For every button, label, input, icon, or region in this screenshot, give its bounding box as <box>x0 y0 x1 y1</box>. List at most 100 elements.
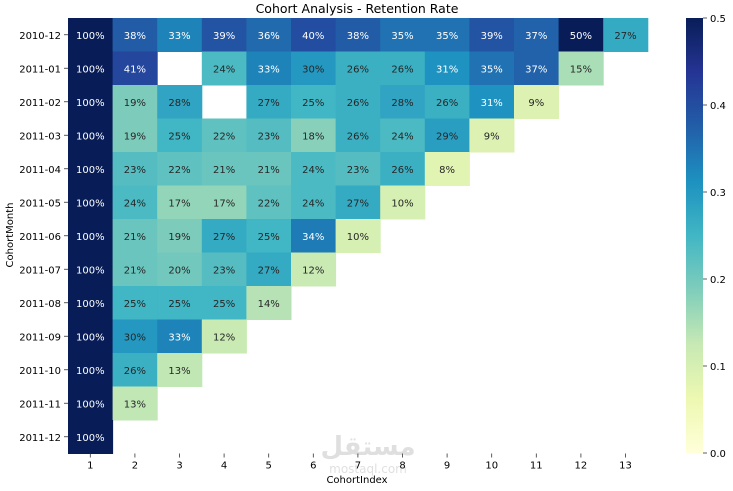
cell-value-label: 14% <box>258 299 280 310</box>
cell-value-label: 26% <box>347 98 369 109</box>
cell-value-label: 26% <box>347 131 369 142</box>
heatmap-cell <box>68 386 114 421</box>
cell-value-label: 26% <box>124 366 146 377</box>
colorbar-tick-label: 0.2 <box>710 275 726 286</box>
heatmap-cell <box>380 118 426 153</box>
x-tick-label: 7 <box>355 461 361 472</box>
cell-value-label: 22% <box>213 131 235 142</box>
heatmap-cell <box>291 219 337 253</box>
heatmap-cell <box>112 319 158 354</box>
x-tick-label: 13 <box>619 461 632 472</box>
heatmap-cell <box>558 18 604 52</box>
heatmap-cell <box>201 152 247 186</box>
cell-value-label: 100% <box>76 64 105 75</box>
heatmap-cell <box>157 286 203 320</box>
heatmap-cell <box>68 51 114 86</box>
heatmap-cell <box>201 252 247 287</box>
heatmap-cell <box>335 219 381 253</box>
heatmap-cell <box>424 118 470 153</box>
cell-value-label: 9% <box>528 98 544 109</box>
heatmap-cell <box>201 185 247 220</box>
cell-value-label: 35% <box>481 64 503 75</box>
heatmap-cell <box>68 152 114 186</box>
cell-value-label: 25% <box>213 299 235 310</box>
cell-value-label: 19% <box>168 232 190 243</box>
x-tick-label: 6 <box>310 461 316 472</box>
heatmap-cell <box>157 18 203 52</box>
y-tick-label: 2011-05 <box>19 198 61 209</box>
heatmap-cell <box>112 185 158 220</box>
heatmap-cell <box>157 219 203 253</box>
heatmap-cell <box>68 219 114 253</box>
heatmap-cell <box>112 386 158 421</box>
heatmap-cell <box>380 185 426 220</box>
heatmap-cell <box>112 51 158 86</box>
heatmap-cell <box>201 319 247 354</box>
cell-value-label: 27% <box>258 265 280 276</box>
cell-value-label: 25% <box>168 299 190 310</box>
cell-value-label: 100% <box>76 366 105 377</box>
heatmap-cell <box>112 353 158 387</box>
heatmap-cell <box>380 51 426 86</box>
cell-value-label: 20% <box>168 265 190 276</box>
cell-value-label: 27% <box>258 98 280 109</box>
cell-value-label: 25% <box>302 98 324 109</box>
colorbar-tick-label: 0.5 <box>710 14 726 25</box>
heatmap-cell <box>68 85 114 119</box>
heatmap-cell <box>112 152 158 186</box>
heatmap-cell <box>291 118 337 153</box>
cell-value-label: 17% <box>168 198 190 209</box>
heatmap-cell <box>246 152 292 186</box>
cell-value-label: 19% <box>124 98 146 109</box>
y-tick-label: 2011-03 <box>19 131 61 142</box>
x-tick-label: 4 <box>221 461 227 472</box>
heatmap-cell <box>112 286 158 320</box>
cell-value-label: 100% <box>76 399 105 410</box>
y-tick-label: 2011-11 <box>19 399 61 410</box>
cell-value-label: 26% <box>391 165 413 176</box>
heatmap-cell <box>246 252 292 287</box>
x-tick-label: 8 <box>399 461 405 472</box>
cell-value-label: 12% <box>213 332 235 343</box>
cell-value-label: 35% <box>436 31 458 42</box>
cell-value-label: 23% <box>347 165 369 176</box>
heatmap-cell <box>291 18 337 52</box>
cell-value-label: 29% <box>436 131 458 142</box>
cell-value-label: 22% <box>168 165 190 176</box>
cell-value-label: 39% <box>213 31 235 42</box>
cell-value-label: 36% <box>258 31 280 42</box>
chart-title: Cohort Analysis - Retention Rate <box>256 1 459 16</box>
cell-value-label: 26% <box>436 98 458 109</box>
heatmap-cell <box>112 18 158 52</box>
x-tick-label: 2 <box>132 461 138 472</box>
heatmap-cell <box>246 219 292 253</box>
y-axis-ticks: 2010-12 2011-01 2011-02 2011-03 2011-04 2011-… <box>19 31 68 444</box>
cell-value-label: 24% <box>391 131 413 142</box>
heatmap-cell <box>157 252 203 287</box>
cell-value-label: 24% <box>302 198 324 209</box>
heatmap-cell <box>68 118 114 153</box>
heatmap-cell <box>335 85 381 119</box>
cell-value-label: 34% <box>302 232 324 243</box>
cell-value-label: 100% <box>76 299 105 310</box>
colorbar-ticks: 0.0 0.1 0.2 0.3 0.4 0.5 <box>703 14 726 460</box>
cell-value-label: 23% <box>258 131 280 142</box>
heatmap-cell <box>558 51 604 86</box>
cell-value-label: 18% <box>302 131 324 142</box>
cell-value-label: 35% <box>391 31 413 42</box>
y-tick-label: 2011-04 <box>19 165 61 176</box>
y-tick-label: 2011-09 <box>19 332 61 343</box>
heatmap-cell <box>424 85 470 119</box>
heatmap-cell <box>291 85 337 119</box>
heatmap-cell <box>157 152 203 186</box>
cell-value-label: 50% <box>570 31 592 42</box>
heatmap-cells <box>68 18 649 454</box>
cell-value-label: 31% <box>436 64 458 75</box>
heatmap-cell <box>201 219 247 253</box>
x-axis-ticks: 1 2 3 4 5 6 7 8 9 10 11 12 13 <box>87 453 632 472</box>
heatmap-cell <box>157 118 203 153</box>
cell-value-label: 100% <box>76 98 105 109</box>
cell-value-label: 27% <box>347 198 369 209</box>
heatmap-cell <box>335 51 381 86</box>
cell-value-label: 38% <box>124 31 146 42</box>
